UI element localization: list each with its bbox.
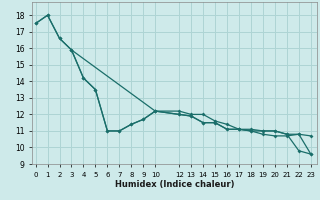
X-axis label: Humidex (Indice chaleur): Humidex (Indice chaleur) — [115, 180, 234, 189]
